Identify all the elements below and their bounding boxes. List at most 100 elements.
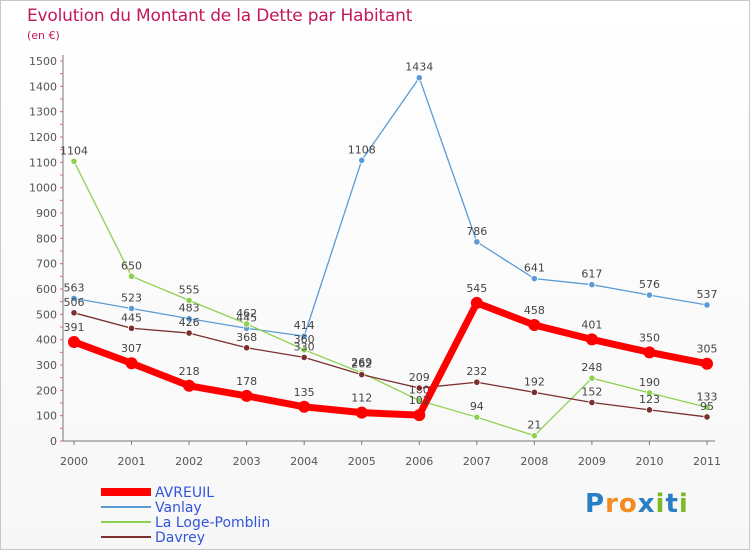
x-tick-label: 2004 bbox=[290, 455, 318, 468]
data-label: 218 bbox=[179, 365, 200, 378]
x-tick-label: 2010 bbox=[635, 455, 663, 468]
data-label: 537 bbox=[697, 288, 718, 301]
y-tick-label: 300 bbox=[36, 359, 57, 372]
y-tick-label: 500 bbox=[36, 308, 57, 321]
data-point bbox=[703, 301, 711, 309]
data-point bbox=[473, 413, 481, 421]
proxiti-logo: Proxiti bbox=[585, 489, 689, 519]
data-label: 192 bbox=[524, 375, 545, 388]
x-tick-label: 2008 bbox=[520, 455, 548, 468]
data-label: 576 bbox=[639, 278, 660, 291]
data-label: 368 bbox=[236, 331, 257, 344]
x-tick-label: 2007 bbox=[463, 455, 491, 468]
data-label: 21 bbox=[527, 419, 541, 432]
data-point bbox=[300, 346, 308, 354]
data-label: 133 bbox=[697, 390, 718, 403]
x-tick-label: 2000 bbox=[60, 455, 88, 468]
data-label: 1108 bbox=[348, 143, 376, 156]
data-point bbox=[643, 346, 656, 359]
y-tick-label: 600 bbox=[36, 283, 57, 296]
data-label: 350 bbox=[639, 331, 660, 344]
data-point bbox=[645, 406, 654, 414]
y-tick-label: 700 bbox=[36, 258, 57, 271]
data-label: 190 bbox=[639, 376, 660, 389]
data-point bbox=[127, 272, 136, 280]
series-line-vanlay bbox=[73, 77, 708, 337]
data-point bbox=[585, 333, 598, 346]
data-point bbox=[645, 291, 654, 299]
data-label: 617 bbox=[581, 268, 602, 281]
data-label: 445 bbox=[236, 311, 257, 324]
legend-label: Vanlay bbox=[155, 500, 202, 516]
x-tick-label: 2001 bbox=[118, 455, 146, 468]
data-label: 178 bbox=[236, 375, 257, 388]
data-point bbox=[528, 318, 541, 331]
data-point bbox=[415, 396, 423, 405]
data-label: 152 bbox=[581, 385, 602, 398]
data-label: 248 bbox=[581, 361, 602, 374]
x-tick-label: 2006 bbox=[405, 455, 433, 468]
data-label: 232 bbox=[466, 365, 487, 378]
data-point bbox=[701, 357, 713, 370]
chart-subtitle: (en €) bbox=[27, 29, 60, 42]
data-label: 545 bbox=[466, 282, 487, 295]
x-tick-label: 2003 bbox=[233, 455, 261, 468]
data-point bbox=[703, 403, 711, 411]
y-tick-label: 800 bbox=[36, 232, 57, 245]
data-point bbox=[415, 74, 423, 82]
data-point bbox=[358, 156, 366, 164]
data-point bbox=[127, 304, 136, 313]
legend-label: Davrey bbox=[155, 530, 205, 546]
data-label: 641 bbox=[524, 262, 545, 275]
y-tick-label: 1200 bbox=[29, 131, 57, 144]
data-point bbox=[300, 353, 308, 361]
x-tick-label: 2002 bbox=[175, 455, 203, 468]
data-point bbox=[530, 388, 538, 396]
data-label: 391 bbox=[64, 321, 85, 334]
data-label: 307 bbox=[121, 342, 142, 355]
data-label: 563 bbox=[64, 281, 85, 294]
data-label: 269 bbox=[351, 356, 372, 369]
data-point bbox=[358, 371, 366, 379]
series-line-avreuil bbox=[70, 299, 711, 419]
data-point bbox=[355, 406, 368, 419]
x-tick-label: 2005 bbox=[348, 455, 376, 468]
x-tick-label: 2009 bbox=[578, 455, 606, 468]
data-label: 786 bbox=[466, 225, 487, 238]
data-label: 305 bbox=[697, 343, 718, 356]
data-point bbox=[413, 409, 426, 422]
data-label: 458 bbox=[524, 304, 545, 317]
data-point bbox=[243, 344, 251, 352]
data-point bbox=[127, 324, 136, 332]
data-label: 523 bbox=[121, 292, 142, 305]
data-label: 330 bbox=[294, 340, 315, 353]
data-point bbox=[70, 157, 78, 165]
data-point bbox=[298, 400, 311, 413]
x-tick-label: 2011 bbox=[693, 455, 721, 468]
y-tick-label: 100 bbox=[36, 410, 57, 423]
data-point bbox=[243, 320, 251, 328]
data-label: 95 bbox=[700, 400, 714, 413]
y-tick-label: 0 bbox=[50, 435, 57, 448]
data-point bbox=[473, 238, 481, 246]
data-label: 1104 bbox=[60, 144, 88, 157]
data-label: 506 bbox=[64, 296, 85, 309]
y-tick-label: 900 bbox=[36, 207, 57, 220]
data-point bbox=[185, 315, 193, 323]
data-point bbox=[183, 379, 196, 392]
data-point bbox=[415, 384, 423, 392]
data-label: 483 bbox=[179, 302, 200, 315]
data-point bbox=[703, 413, 711, 421]
data-point bbox=[70, 309, 78, 317]
data-label: 135 bbox=[294, 386, 315, 399]
data-point bbox=[588, 281, 596, 289]
y-tick-label: 400 bbox=[36, 334, 57, 347]
data-label: 401 bbox=[581, 318, 602, 331]
y-tick-label: 1100 bbox=[29, 156, 57, 169]
data-point bbox=[645, 389, 654, 397]
data-label: 445 bbox=[121, 311, 142, 324]
y-tick-label: 1000 bbox=[29, 182, 57, 195]
data-point bbox=[300, 332, 308, 340]
y-tick-label: 200 bbox=[36, 384, 57, 397]
